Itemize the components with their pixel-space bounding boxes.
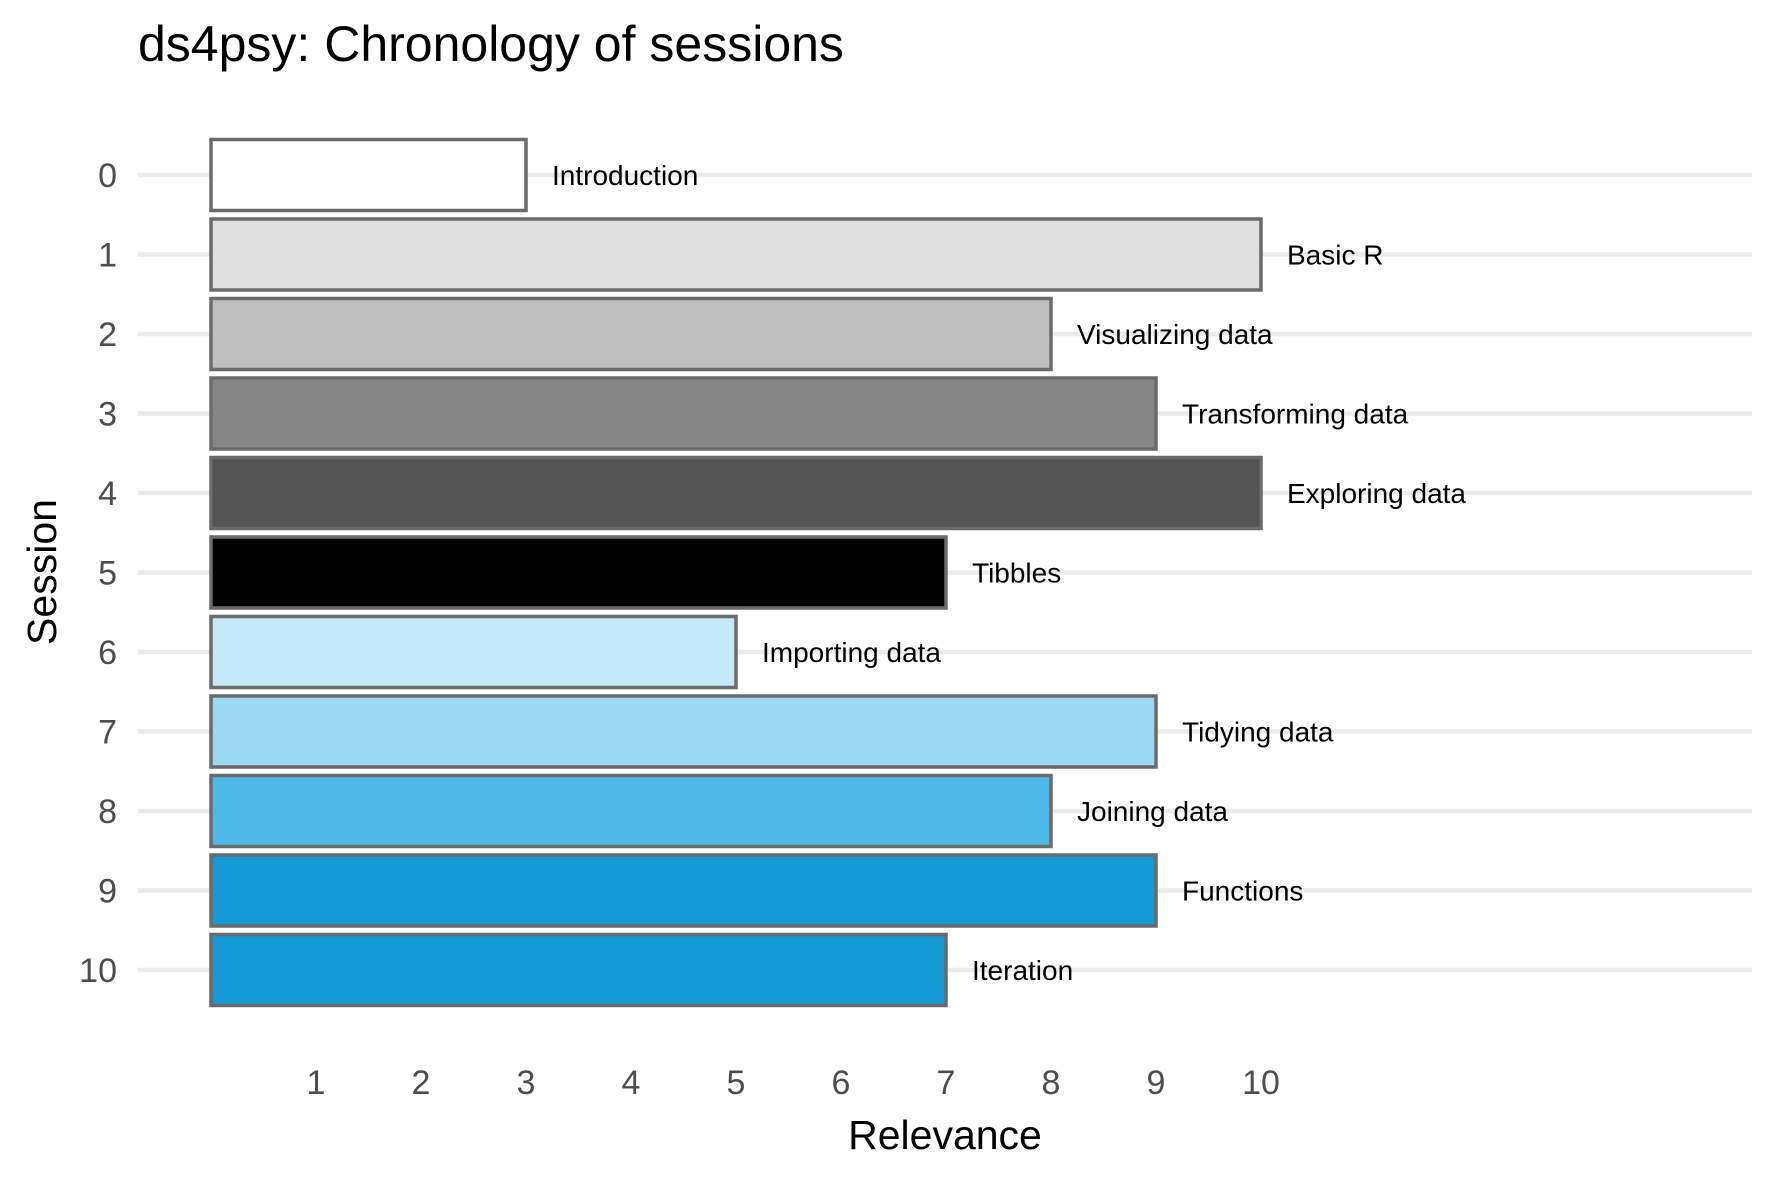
bar-session-4 xyxy=(209,455,1263,531)
chart-title: ds4psy: Chronology of sessions xyxy=(138,16,844,72)
y-tick-label: 5 xyxy=(98,555,117,593)
x-tick-label: 2 xyxy=(412,1064,431,1102)
bar-session-10 xyxy=(209,932,948,1008)
bar-label: Exploring data xyxy=(1287,478,1466,509)
bar-labels: Introduction Basic R Visualizing data Trans… xyxy=(552,160,1466,986)
y-tick-label: 10 xyxy=(79,952,117,990)
y-axis-tick-labels: 0 1 2 3 4 5 6 7 8 9 10 xyxy=(79,157,117,990)
x-tick-label: 8 xyxy=(1042,1064,1061,1102)
bar-label: Joining data xyxy=(1077,796,1228,827)
y-tick-label: 7 xyxy=(98,714,117,752)
bar-label: Transforming data xyxy=(1182,399,1409,430)
bar-session-8 xyxy=(209,773,1053,849)
bar-session-7 xyxy=(209,694,1158,769)
x-axis-tick-labels: 1 2 3 4 5 6 7 8 9 10 xyxy=(307,1064,1280,1102)
y-tick-label: 9 xyxy=(98,873,117,911)
x-tick-label: 5 xyxy=(727,1064,746,1102)
bar-session-6 xyxy=(209,614,738,690)
bar-label: Functions xyxy=(1182,876,1303,907)
x-axis-title: Relevance xyxy=(848,1112,1042,1158)
x-tick-label: 6 xyxy=(832,1064,851,1102)
y-tick-label: 0 xyxy=(98,157,117,195)
y-tick-label: 1 xyxy=(98,237,117,275)
bar-session-2 xyxy=(209,296,1053,372)
bar-label: Importing data xyxy=(762,637,941,668)
bar-label: Tidying data xyxy=(1182,717,1334,748)
x-tick-label: 7 xyxy=(937,1064,956,1102)
x-tick-label: 1 xyxy=(307,1064,326,1102)
bar-session-3 xyxy=(209,376,1158,451)
y-tick-label: 2 xyxy=(98,316,117,354)
bar-label: Tibbles xyxy=(972,558,1061,589)
y-tick-label: 3 xyxy=(98,396,117,434)
bars xyxy=(209,137,1263,1008)
x-tick-label: 9 xyxy=(1147,1064,1166,1102)
bar-label: Visualizing data xyxy=(1077,319,1273,350)
x-tick-label: 10 xyxy=(1242,1064,1280,1102)
y-axis-title: Session xyxy=(19,499,65,645)
bar-label: Iteration xyxy=(972,955,1073,986)
bar-session-9 xyxy=(209,853,1158,928)
bar-session-1 xyxy=(209,217,1263,292)
bar-label: Introduction xyxy=(552,160,698,191)
x-tick-label: 3 xyxy=(517,1064,536,1102)
y-tick-label: 6 xyxy=(98,634,117,672)
bar-session-5 xyxy=(209,535,948,610)
bar-label: Basic R xyxy=(1287,240,1383,271)
y-tick-label: 4 xyxy=(98,475,117,513)
y-tick-label: 8 xyxy=(98,793,117,831)
bar-session-0 xyxy=(209,137,528,213)
x-tick-label: 4 xyxy=(622,1064,641,1102)
